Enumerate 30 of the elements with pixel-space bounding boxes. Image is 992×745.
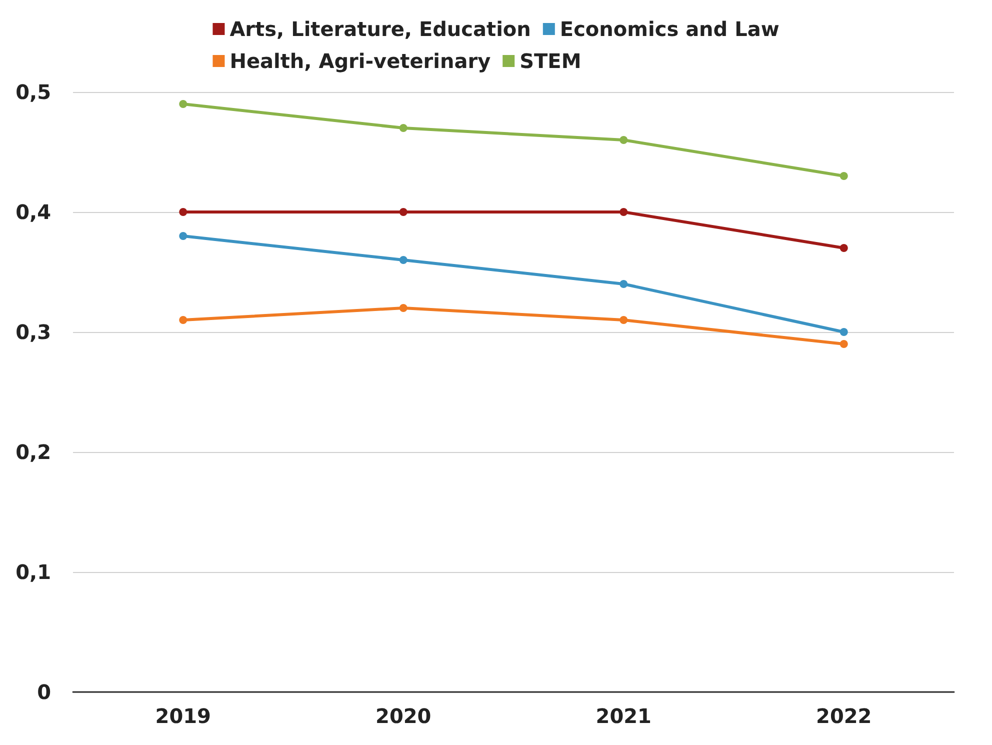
point bbox=[399, 124, 408, 132]
point bbox=[840, 340, 848, 348]
y-tick-label: 0,1 bbox=[16, 560, 51, 584]
point bbox=[620, 136, 628, 144]
y-tick-label: 0,4 bbox=[16, 200, 51, 224]
y-tick-label: 0,3 bbox=[16, 320, 51, 344]
point bbox=[399, 304, 408, 312]
x-tick-label: 2019 bbox=[155, 704, 211, 728]
legend-label: STEM bbox=[520, 49, 582, 73]
point bbox=[179, 208, 188, 216]
point bbox=[840, 244, 848, 252]
y-tick-label: 0 bbox=[37, 680, 51, 704]
point bbox=[840, 328, 848, 336]
point bbox=[179, 316, 188, 324]
point bbox=[399, 256, 408, 264]
x-tick-label: 2020 bbox=[376, 704, 432, 728]
point bbox=[840, 172, 848, 180]
point bbox=[179, 232, 188, 240]
point bbox=[620, 316, 628, 324]
point bbox=[620, 280, 628, 288]
legend-label: Economics and Law bbox=[560, 17, 780, 41]
point bbox=[620, 208, 628, 216]
legend-label: Health, Agri-veterinary bbox=[230, 49, 491, 73]
point bbox=[399, 208, 408, 216]
point bbox=[179, 100, 188, 108]
legend-label: Arts, Literature, Education bbox=[230, 17, 531, 41]
y-tick-label: 0,2 bbox=[16, 440, 51, 464]
y-tick-label: 0,5 bbox=[16, 80, 51, 104]
x-tick-label: 2021 bbox=[596, 704, 652, 728]
x-tick-label: 2022 bbox=[816, 704, 872, 728]
